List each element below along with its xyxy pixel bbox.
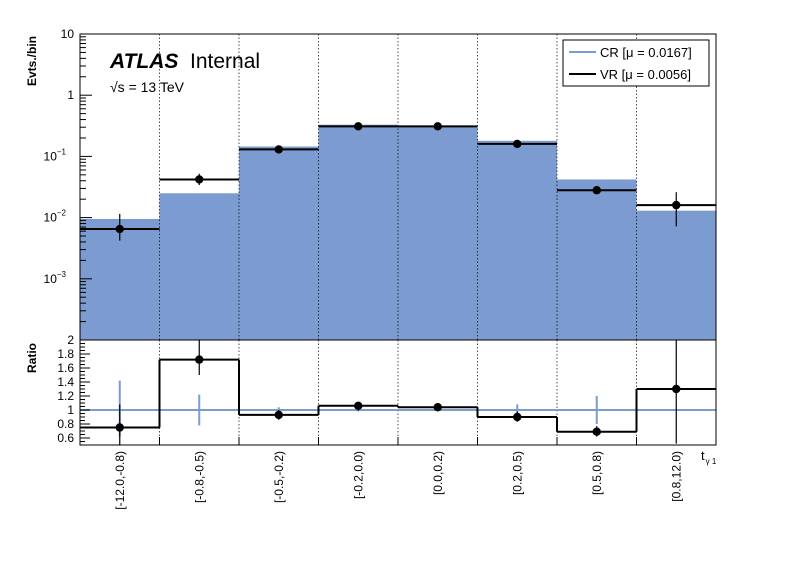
legend-cr-label: CR [μ = 0.0167] — [600, 45, 692, 60]
legend: CR [μ = 0.0167] VR [μ = 0.0056] — [562, 39, 710, 87]
top-y-tick-label-1: 1 — [67, 88, 74, 102]
x-category-label-0: [-12.0,-0.8) — [113, 451, 127, 510]
vr-point-2 — [274, 145, 283, 154]
x-axis-label: tγ 1 — [701, 448, 717, 466]
x-category-label-6: [0.5,0.8) — [590, 451, 604, 495]
vr-point-5 — [513, 139, 522, 149]
cr-bar-2 — [239, 146, 319, 340]
legend-box — [562, 39, 710, 87]
ratio-point-2 — [274, 410, 283, 420]
ratio-y-tick-label-0: 0.6 — [57, 431, 74, 445]
ratio-point-6 — [592, 427, 601, 436]
ratio-point-0 — [115, 423, 124, 432]
cr-bar-1 — [159, 193, 239, 340]
x-axis-label-main: t — [701, 448, 705, 463]
cr-bar-5 — [477, 140, 557, 340]
top-y-axis-label: Evts./bin — [25, 36, 39, 86]
top-y-tick-label-base-4: 10 — [44, 272, 58, 286]
ratio-y-tick-label-2: 1 — [67, 403, 74, 417]
vr-point-1 — [195, 175, 204, 184]
vr-point-6 — [592, 186, 601, 195]
top-y-tick-label-exp-2: −1 — [57, 147, 67, 156]
ratio-point-3 — [354, 401, 363, 410]
x-category-label-3: [-0.2,0.0) — [351, 451, 365, 499]
vr-point-0 — [115, 224, 124, 234]
top-y-tick-label-0: 10 — [61, 27, 75, 41]
top-y-tick-label-exp-3: −2 — [57, 209, 67, 218]
top-y-tick-label-4: 10−3 — [44, 270, 67, 286]
ratio-point-5 — [513, 412, 522, 422]
cr-bar-6 — [557, 179, 637, 340]
top-y-tick-label-2: 10−1 — [44, 147, 67, 163]
ratio-y-tick-label-7: 2 — [67, 333, 74, 347]
vr-point-3 — [354, 122, 363, 131]
ratio-y-tick-label-1: 0.8 — [57, 417, 74, 431]
vr-point-4 — [433, 122, 442, 131]
ratio-point-4 — [433, 403, 442, 412]
ratio-point-7 — [672, 384, 681, 394]
x-axis-label-sub: γ 1 — [706, 457, 717, 466]
top-y-tick-label-exp-4: −3 — [57, 270, 67, 279]
cr-bar-3 — [318, 124, 398, 340]
legend-vr-label: VR [μ = 0.0056] — [600, 67, 691, 82]
atlas-internal-label: Internal — [190, 50, 260, 73]
x-category-label-5: [0.2,0.5) — [510, 451, 524, 495]
ratio-y-tick-label-5: 1.6 — [57, 361, 74, 375]
ratio-point-1 — [195, 355, 204, 364]
top-y-tick-label-3: 10−2 — [44, 209, 67, 225]
x-category-label-4: [0.0,0.2) — [431, 451, 445, 495]
ratio-y-axis-label: Ratio — [25, 343, 39, 373]
ratio-y-tick-label-3: 1.2 — [57, 389, 74, 403]
ratio-y-tick-label-6: 1.8 — [57, 347, 74, 361]
top-y-tick-label-base-2: 10 — [44, 149, 58, 163]
cr-histogram-group — [80, 124, 716, 340]
ratio-y-tick-label-4: 1.4 — [57, 375, 74, 389]
vr-point-7 — [672, 200, 681, 210]
cr-bar-4 — [398, 125, 478, 340]
energy-label: √s = 13 TeV — [110, 79, 185, 95]
cr-bar-7 — [636, 210, 716, 340]
x-category-label-2: [-0.5,-0.2) — [272, 451, 286, 503]
x-category-label-7: [0.8,12.0) — [669, 451, 683, 502]
atlas-bold-label: ATLAS — [109, 50, 178, 73]
axes-group — [79, 33, 717, 446]
x-category-label-1: [-0.8,-0.5) — [192, 451, 206, 503]
top-y-tick-label-base-3: 10 — [44, 211, 58, 225]
labels-group: 10110−110−210−30.60.811.21.41.61.82[-12.… — [44, 27, 684, 510]
data-group — [80, 122, 716, 445]
